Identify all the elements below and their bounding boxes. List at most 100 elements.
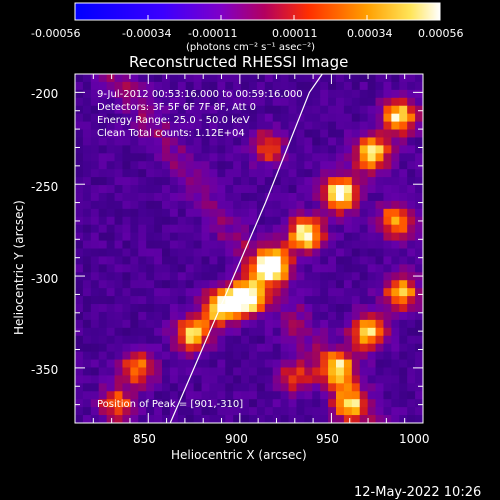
heatmap-cell (225, 288, 234, 297)
heatmap-cell (146, 327, 155, 337)
heatmap-cell (241, 399, 250, 408)
heatmap-cell (296, 121, 305, 131)
heatmap-cell (185, 169, 195, 178)
heatmap-cell (359, 391, 369, 400)
heatmap-cell (328, 256, 337, 265)
heatmap-cell (114, 359, 123, 368)
heatmap-cell (75, 137, 84, 146)
heatmap-cell (320, 208, 329, 218)
heatmap-cell (154, 248, 163, 257)
heatmap-cell (256, 415, 266, 423)
heatmap-cell (185, 216, 195, 226)
heatmap-cell (256, 296, 266, 305)
heatmap-cell (75, 256, 84, 265)
heatmap-cell (82, 311, 92, 321)
heatmap-cell (407, 153, 416, 162)
heatmap-cell (146, 81, 155, 91)
heatmap-cell (154, 391, 163, 400)
heatmap-cell (82, 351, 92, 361)
heatmap-cell (391, 169, 400, 178)
heatmap-cell (351, 296, 361, 305)
heatmap-cell (241, 113, 250, 123)
heatmap-cell (90, 327, 100, 337)
heatmap-cell (351, 311, 361, 321)
heatmap-cell (367, 288, 377, 297)
heatmap-cell (328, 280, 337, 289)
heatmap-cell (209, 264, 218, 273)
heatmap-cell (217, 367, 226, 376)
heatmap-cell (217, 256, 226, 265)
heatmap-cell (383, 415, 392, 423)
heatmap-cell (98, 335, 108, 345)
heatmap-cell (272, 256, 282, 265)
heatmap-cell (264, 304, 274, 313)
heatmap-cell (241, 327, 250, 337)
heatmap-cell (391, 343, 400, 353)
heatmap-cell (391, 391, 400, 400)
heatmap-cell (106, 74, 116, 83)
heatmap-cell (114, 399, 123, 408)
heatmap-cell (130, 311, 139, 321)
heatmap-cell (312, 319, 321, 329)
heatmap-cell (169, 311, 179, 321)
heatmap-cell (249, 105, 258, 115)
heatmap-cell (391, 272, 400, 281)
heatmap-cell (288, 216, 297, 226)
heatmap-cell (75, 399, 84, 408)
heatmap-cell (288, 343, 297, 353)
heatmap-cell (383, 97, 392, 107)
heatmap-cell (169, 208, 179, 218)
heatmap-cell (138, 200, 147, 210)
heatmap-cell (359, 121, 369, 131)
heatmap-cell (106, 288, 116, 297)
heatmap-cell (209, 343, 218, 353)
heatmap-cell (154, 264, 163, 273)
heatmap-cell (201, 296, 210, 305)
heatmap-cell (90, 129, 100, 138)
heatmap-cell (296, 89, 305, 99)
heatmap-cell (233, 359, 242, 368)
heatmap-cell (122, 343, 131, 353)
heatmap-cell (343, 74, 353, 83)
heatmap-cell (312, 375, 321, 384)
heatmap-cell (351, 240, 361, 249)
heatmap-cell (320, 351, 329, 361)
heatmap-cell (130, 264, 139, 273)
heatmap-cell (280, 161, 290, 170)
heatmap-cell (154, 177, 163, 186)
heatmap-cell (130, 74, 139, 83)
x-tick-label: 850 (133, 432, 156, 446)
heatmap-cell (272, 192, 282, 202)
heatmap-cell (415, 351, 423, 361)
heatmap-cell (256, 343, 266, 353)
heatmap-cell (146, 161, 155, 170)
heatmap-cell (351, 264, 361, 273)
heatmap-cell (312, 177, 321, 186)
heatmap-cell (391, 97, 400, 107)
heatmap-cell (264, 272, 274, 281)
heatmap-cell (138, 351, 147, 361)
heatmap-cell (169, 407, 179, 416)
heatmap-cell (75, 367, 84, 376)
heatmap-cell (106, 327, 116, 337)
heatmap-cell (320, 192, 329, 202)
heatmap-cell (138, 311, 147, 321)
heatmap-cell (185, 264, 195, 273)
heatmap-cell (169, 240, 179, 249)
heatmap-cell (328, 375, 337, 384)
heatmap-cell (169, 145, 179, 154)
heatmap-cell (391, 121, 400, 131)
heatmap-cell (383, 137, 392, 146)
heatmap-cell (82, 161, 92, 170)
heatmap-cell (169, 280, 179, 289)
heatmap-cell (177, 200, 187, 210)
heatmap-cell (169, 113, 179, 123)
heatmap-cell (154, 105, 163, 115)
heatmap-cell (201, 81, 210, 91)
heatmap-cell (280, 256, 290, 265)
heatmap-cell (241, 105, 250, 115)
heatmap-cell (90, 288, 100, 297)
heatmap-cell (193, 113, 203, 123)
heatmap-cell (304, 391, 313, 400)
heatmap-cell (177, 256, 187, 265)
